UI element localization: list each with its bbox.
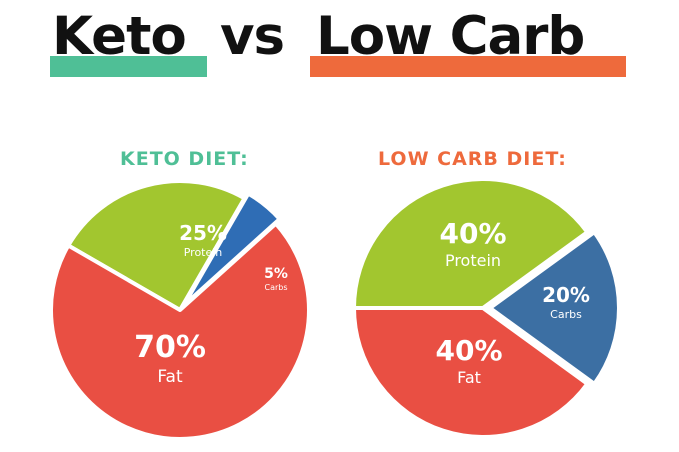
low-carb-chart-title: LOW CARB DIET: [378,148,567,170]
keto-chart-title: KETO DIET: [120,148,249,170]
pie-slice-keto-carbs [181,191,282,308]
title-vs: vs [220,6,285,67]
pie-value-label: 40% [435,334,502,367]
low-carb-highlight-bar [310,56,626,77]
keto-highlight-bar [50,56,207,77]
pie-slice-low-carb-carbs [488,230,621,386]
pie-label-keto-protein: 25%Protein [179,221,227,259]
pie-slice-low-carb-protein [352,177,590,310]
title-keto: Keto [52,6,187,67]
title: Keto vs Low Carb [0,6,679,77]
pie-label-low-carb-carbs: 20%Carbs [542,283,590,321]
pie-label-keto-carbs: 5%Carbs [264,266,288,292]
pie-label-low-carb-protein: 40%Protein [439,217,506,270]
pie-value-label: 40% [439,217,506,250]
pie-slice-keto-protein [66,179,247,312]
pie-slice-low-carb-fat [352,306,590,439]
title-low-carb: Low Carb [316,6,585,67]
pie-category-label: Protein [445,251,501,270]
pie-label-low-carb-fat: 40%Fat [435,334,502,387]
pie-category-label: Fat [457,368,481,387]
pie-category-label: Carbs [264,283,287,292]
pie-category-label: Carbs [550,308,582,321]
pie-value-label: 70% [134,330,206,365]
pie-label-keto-fat: 70%Fat [134,330,206,387]
pie-slice-keto-fat [49,221,311,441]
pie-value-label: 20% [542,283,590,307]
pie-category-label: Fat [157,367,183,387]
pie-value-label: 5% [264,266,288,282]
pie-category-label: Protein [184,246,223,259]
pie-value-label: 25% [179,221,227,245]
